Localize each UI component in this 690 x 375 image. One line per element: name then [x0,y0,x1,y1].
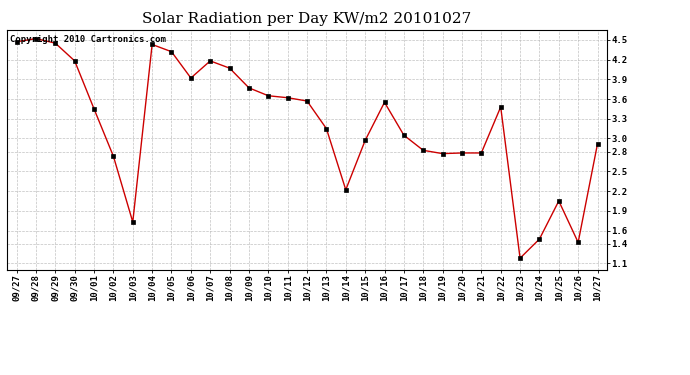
Title: Solar Radiation per Day KW/m2 20101027: Solar Radiation per Day KW/m2 20101027 [142,12,472,26]
Text: Copyright 2010 Cartronics.com: Copyright 2010 Cartronics.com [10,35,166,44]
